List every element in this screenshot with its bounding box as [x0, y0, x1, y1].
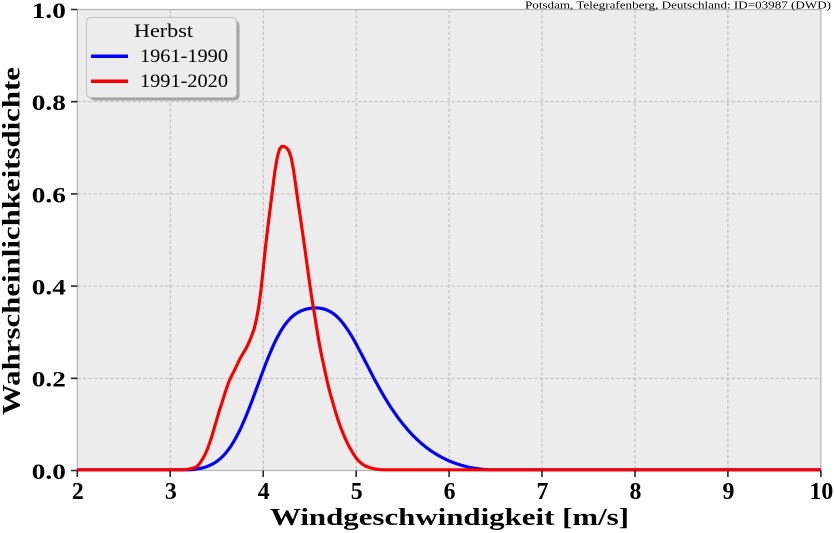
- svg-text:4: 4: [258, 479, 270, 505]
- svg-text:1.0: 1.0: [32, 0, 66, 23]
- svg-text:8: 8: [630, 479, 642, 505]
- svg-text:6: 6: [444, 479, 456, 505]
- svg-text:1991-2020: 1991-2020: [140, 72, 228, 92]
- svg-text:Windgeschwindigkeit [m/s]: Windgeschwindigkeit [m/s]: [270, 505, 629, 531]
- svg-text:7: 7: [537, 479, 549, 505]
- svg-text:2: 2: [72, 479, 84, 505]
- svg-text:0.2: 0.2: [32, 367, 66, 392]
- svg-text:Potsdam, Telegrafenberg, Deuts: Potsdam, Telegrafenberg, Deutschland: ID…: [525, 0, 831, 12]
- svg-text:1961-1990: 1961-1990: [140, 47, 228, 67]
- svg-text:0.0: 0.0: [32, 459, 66, 484]
- svg-text:0.4: 0.4: [32, 275, 66, 300]
- svg-text:0.8: 0.8: [32, 90, 66, 115]
- svg-text:Herbst: Herbst: [134, 21, 194, 42]
- svg-text:3: 3: [165, 479, 177, 505]
- svg-text:5: 5: [351, 479, 363, 505]
- svg-text:0.6: 0.6: [32, 182, 66, 207]
- svg-text:9: 9: [722, 479, 734, 505]
- svg-text:10: 10: [810, 479, 834, 505]
- svg-text:Wahrscheinlichkeitsdichte: Wahrscheinlichkeitsdichte: [0, 67, 26, 415]
